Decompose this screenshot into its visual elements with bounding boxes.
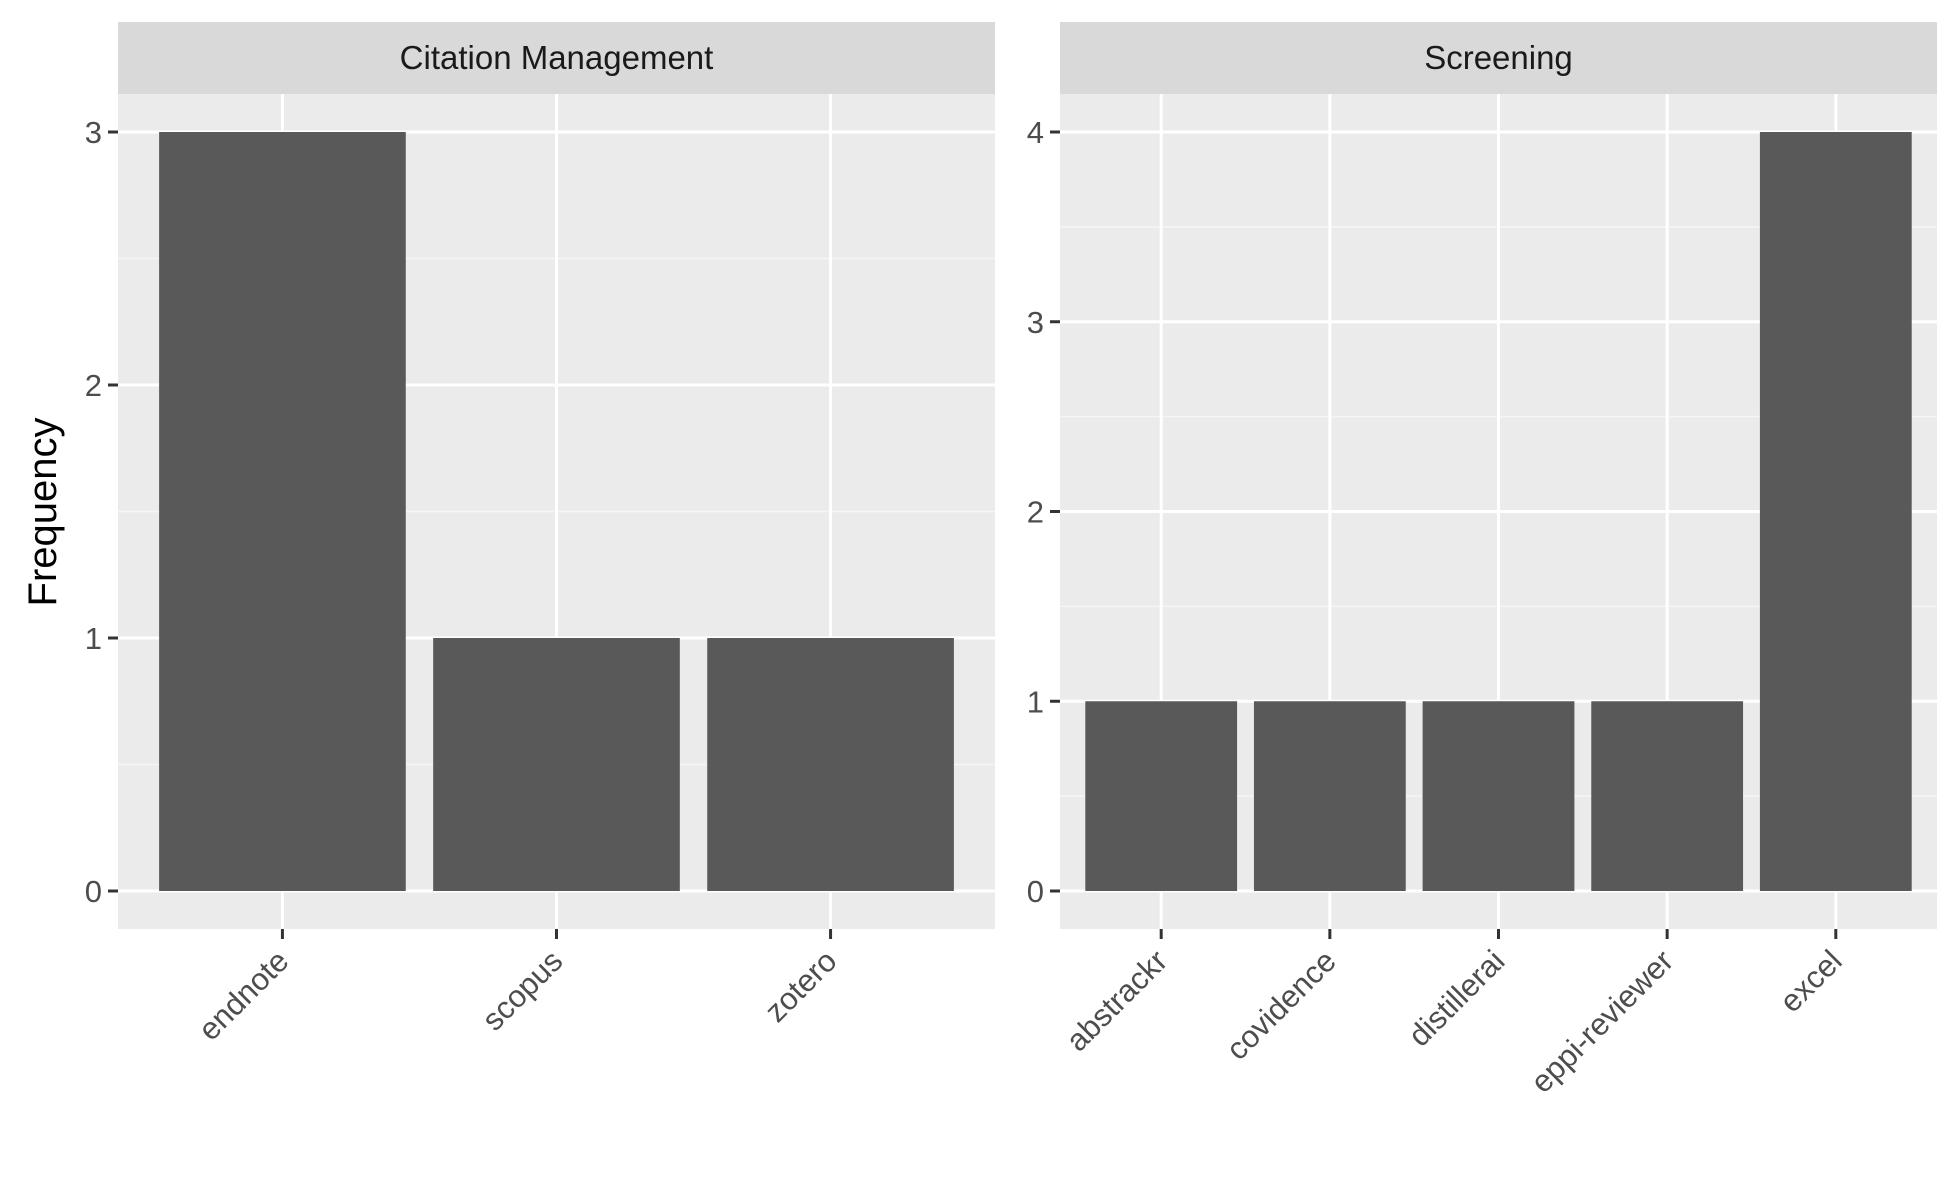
y-tick-label: 4 <box>1027 115 1044 150</box>
y-tick-label: 3 <box>85 115 102 150</box>
facet-strip-label: Citation Management <box>400 39 714 76</box>
y-axis-title: Frequency <box>21 418 65 607</box>
bar-endnote <box>159 132 406 891</box>
y-tick-label: 3 <box>1027 305 1044 340</box>
y-tick-label: 0 <box>1027 874 1044 909</box>
y-tick-label: 2 <box>1027 495 1044 530</box>
y-tick-label: 1 <box>1027 684 1044 719</box>
y-tick-label: 2 <box>85 368 102 403</box>
bar-eppi-reviewer <box>1591 701 1744 891</box>
y-tick-label: 1 <box>85 621 102 656</box>
bar-distillerai <box>1422 701 1575 891</box>
y-tick-label: 0 <box>85 874 102 909</box>
bar-abstrackr <box>1085 701 1238 891</box>
bar-covidence <box>1253 701 1406 891</box>
bar-scopus <box>433 638 680 891</box>
facet-strip <box>118 22 995 94</box>
facet-strip <box>1060 22 1937 94</box>
bar-zotero <box>707 638 954 891</box>
bar-excel <box>1759 132 1912 891</box>
facet-strip-label: Screening <box>1424 39 1573 76</box>
